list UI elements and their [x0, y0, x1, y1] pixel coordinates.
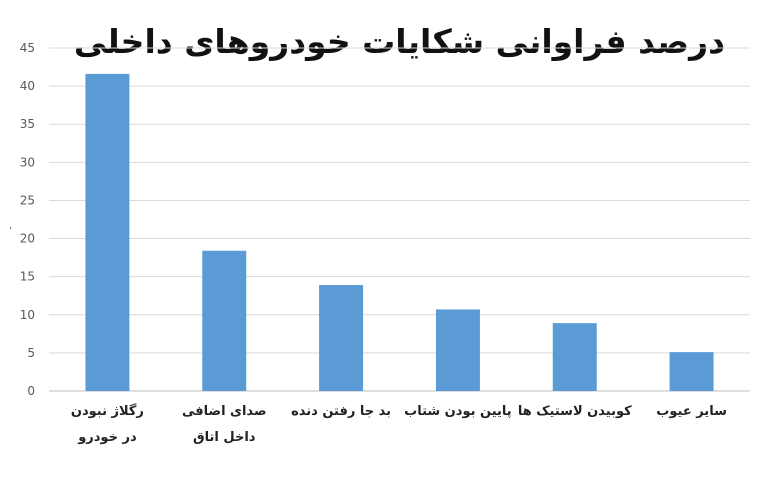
y-tick-label: 5 [27, 346, 35, 360]
x-tick-label: سایر عیوب [656, 404, 727, 419]
y-tick-label: 45 [20, 41, 35, 55]
x-tick-label: رگلاژ نبودن در خودرو [70, 404, 144, 445]
y-axis-label: ، [9, 222, 12, 232]
y-tick-label: 35 [20, 117, 35, 131]
y-tick-label: 15 [20, 270, 35, 284]
y-tick-label: 10 [20, 308, 35, 322]
x-tick-label: پایین بودن شتاب [404, 404, 512, 419]
bar [202, 250, 247, 391]
x-tick-label: صدای اضافی داخل اتاق [181, 404, 267, 445]
bar [435, 309, 480, 391]
x-tick-label: بد جا رفتن دنده [291, 404, 392, 419]
y-tick-label: 0 [27, 384, 35, 398]
x-tick-label: کوبیدن لاستیک ها [517, 404, 632, 419]
chart-title: درصد فراوانی شکایات خودروهای داخلی [73, 22, 725, 61]
y-tick-label: 40 [20, 79, 35, 93]
bar [552, 323, 597, 391]
bar [85, 73, 130, 391]
y-tick-label: 25 [20, 193, 35, 207]
y-tick-label: 20 [20, 232, 35, 246]
y-tick-label: 30 [20, 155, 35, 169]
bar [669, 352, 714, 391]
bar [319, 285, 364, 391]
